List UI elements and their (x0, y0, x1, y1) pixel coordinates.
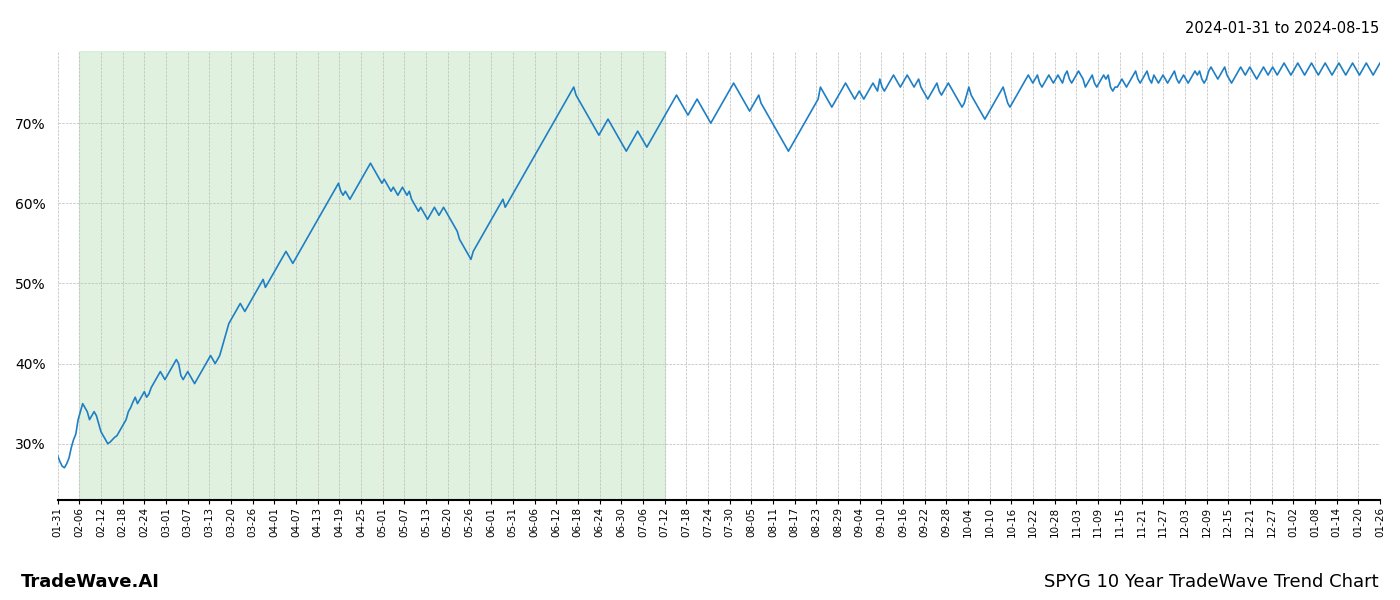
Text: TradeWave.AI: TradeWave.AI (21, 573, 160, 591)
Text: 2024-01-31 to 2024-08-15: 2024-01-31 to 2024-08-15 (1184, 21, 1379, 36)
Bar (80, 51, 665, 500)
Text: SPYG 10 Year TradeWave Trend Chart: SPYG 10 Year TradeWave Trend Chart (1044, 573, 1379, 591)
